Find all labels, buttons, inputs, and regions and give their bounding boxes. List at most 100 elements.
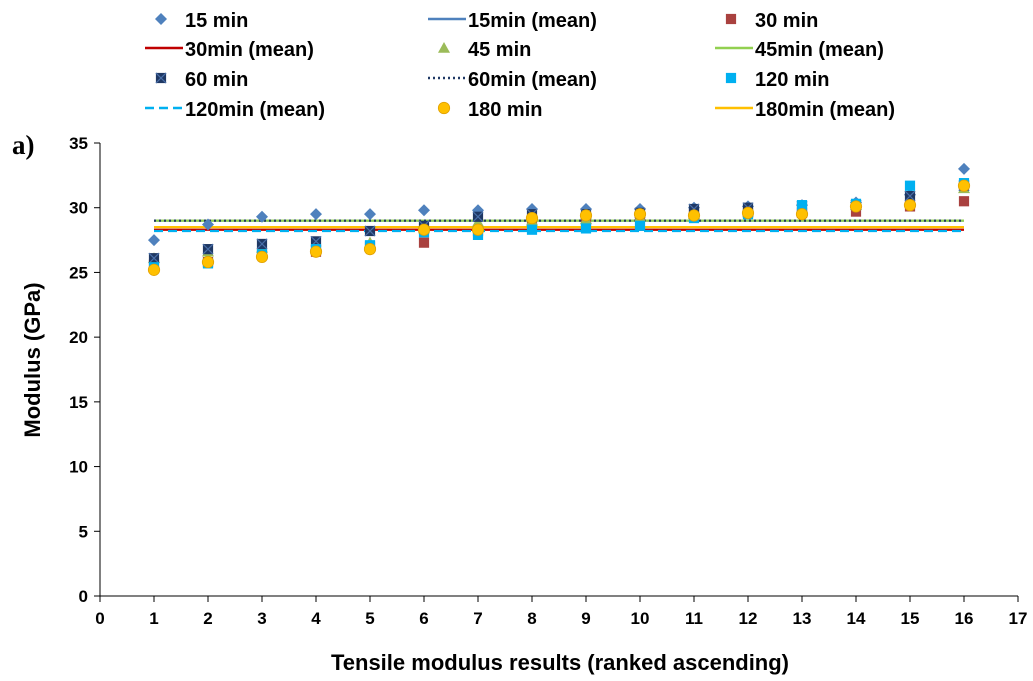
y-tick-label: 35 — [69, 134, 88, 153]
data-point-180-min — [201, 255, 215, 269]
series-15-min — [148, 162, 970, 247]
data-point-120-min — [526, 224, 538, 235]
legend-label: 120min (mean) — [185, 99, 325, 121]
data-point-60-min — [256, 238, 268, 250]
legend-marker — [438, 42, 450, 53]
legend-label: 45min (mean) — [755, 39, 884, 61]
x-tick-label: 14 — [847, 609, 866, 628]
y-tick-label: 20 — [69, 328, 88, 347]
x-tick-label: 1 — [149, 609, 158, 628]
x-tick-label: 7 — [473, 609, 482, 628]
data-point-15-min — [310, 208, 322, 221]
series-45-min — [148, 182, 970, 263]
legend-label: 30min (mean) — [185, 39, 314, 61]
y-axis-ticks: 0 5 10 15 20 25 30 35 — [69, 134, 100, 606]
x-tick-label: 4 — [311, 609, 321, 628]
data-points — [147, 162, 971, 276]
legend-label: 180min (mean) — [755, 99, 895, 121]
legend-item-180min-mean: 180min (mean) — [715, 99, 895, 121]
x-tick-label: 16 — [955, 609, 974, 628]
legend-item-45-min: 45 min — [438, 39, 531, 61]
data-point-180-min — [471, 223, 485, 236]
mean-lines — [154, 219, 964, 233]
y-tick-label: 30 — [69, 199, 88, 218]
y-tick-label: 0 — [79, 587, 88, 606]
data-point-180-min — [417, 223, 431, 236]
data-point-30-min — [958, 196, 970, 207]
legend-marker — [155, 13, 167, 25]
legend-label: 60 min — [185, 69, 248, 91]
legend-marker — [155, 72, 167, 84]
data-point-120-min — [796, 200, 808, 211]
x-tick-label: 8 — [527, 609, 536, 628]
data-point-180-min — [579, 209, 593, 222]
data-point-120-min — [580, 223, 592, 234]
data-point-15-min — [202, 218, 214, 231]
series-30-min — [148, 196, 970, 270]
legend-label: 60min (mean) — [468, 69, 597, 91]
y-axis-label: Modulus (GPa) — [20, 282, 45, 437]
legend-label: 15min (mean) — [468, 10, 597, 32]
x-tick-label: 17 — [1009, 609, 1028, 628]
x-tick-label: 10 — [631, 609, 650, 628]
data-point-60-min — [202, 243, 214, 255]
data-point-180-min — [363, 243, 377, 256]
legend-item-30min-mean: 30min (mean) — [145, 39, 314, 61]
legend-item-120min-mean: 120min (mean) — [145, 99, 325, 121]
data-point-180-min — [525, 211, 539, 225]
x-tick-label: 15 — [901, 609, 920, 628]
legend-item-60-min: 60 min — [155, 69, 248, 91]
y-tick-label: 25 — [69, 263, 88, 282]
panel-label: a) — [12, 130, 35, 160]
data-point-180-min — [309, 245, 323, 258]
legend-item-45min-mean: 45min (mean) — [715, 39, 884, 61]
data-point-60-min — [148, 252, 160, 264]
x-tick-label: 2 — [203, 609, 212, 628]
data-point-180-min — [633, 208, 647, 221]
y-tick-label: 5 — [79, 522, 88, 541]
data-point-180-min — [147, 263, 161, 276]
x-axis-ticks: 0 1 2 3 4 5 6 7 8 9 10 11 12 13 14 15 16 17 — [95, 596, 1027, 628]
legend-marker — [725, 72, 737, 84]
legend-item-30-min: 30 min — [725, 10, 818, 32]
x-tick-label: 5 — [365, 609, 374, 628]
data-point-15-min — [418, 204, 430, 217]
data-point-120-min — [634, 220, 646, 231]
legend-item-15min-mean: 15min (mean) — [428, 10, 597, 32]
data-point-180-min — [255, 250, 269, 263]
legend-label: 180 min — [468, 99, 542, 121]
x-tick-label: 3 — [257, 609, 266, 628]
series-120-min — [148, 178, 970, 273]
data-point-180-min — [903, 199, 917, 212]
legend-label: 30 min — [755, 10, 818, 32]
legend-item-15-min: 15 min — [155, 10, 248, 32]
x-tick-label: 11 — [685, 609, 703, 628]
data-point-15-min — [148, 234, 160, 247]
data-point-180-min — [795, 208, 809, 221]
legend-item-120-min: 120 min — [725, 69, 829, 91]
data-point-180-min — [849, 200, 863, 213]
x-tick-label: 12 — [739, 609, 758, 628]
data-point-120-min — [904, 180, 916, 191]
legend-label: 15 min — [185, 10, 248, 32]
data-point-180-min — [741, 206, 755, 219]
x-axis-label: Tensile modulus results (ranked ascendin… — [331, 650, 789, 675]
x-tick-label: 0 — [95, 609, 104, 628]
data-point-15-min — [364, 208, 376, 221]
legend: 15 min 15min (mean) 30 min 30min (mean) 45 m… — [145, 10, 895, 121]
data-point-15-min — [958, 162, 970, 175]
data-point-60-min — [904, 190, 916, 202]
data-point-30-min — [418, 237, 430, 248]
x-tick-label: 13 — [793, 609, 812, 628]
series-180-min — [147, 179, 971, 276]
x-tick-label: 9 — [581, 609, 590, 628]
data-point-60-min — [364, 225, 376, 237]
legend-marker — [725, 13, 737, 25]
data-point-180-min — [957, 179, 971, 192]
x-tick-label: 6 — [419, 609, 428, 628]
data-point-15-min — [256, 210, 268, 223]
series-60-min — [148, 180, 970, 264]
legend-marker — [437, 101, 451, 115]
legend-label: 120 min — [755, 69, 829, 91]
